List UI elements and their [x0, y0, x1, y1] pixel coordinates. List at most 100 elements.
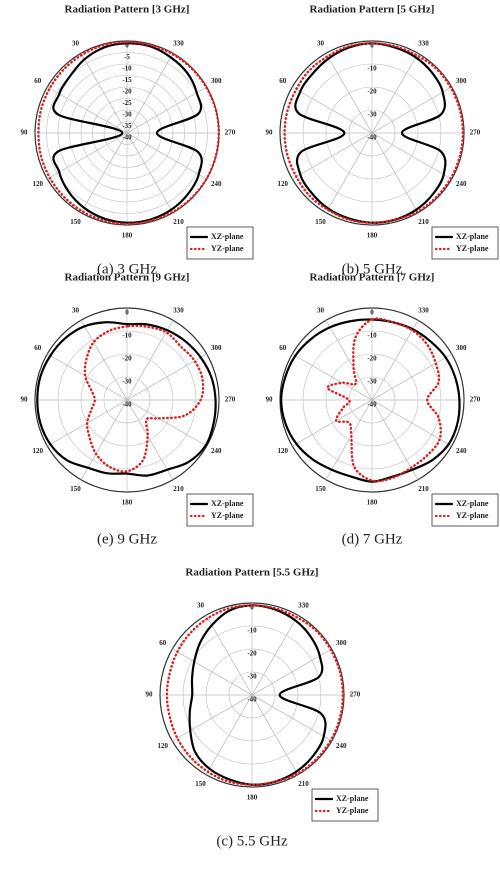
angle-tick-label: 60 [34, 77, 42, 85]
series-curve [83, 324, 205, 473]
r-tick-label: -20 [122, 355, 132, 363]
angle-tick-label: 150 [315, 218, 326, 226]
spoke [205, 615, 299, 775]
angle-tick-label: 270 [225, 396, 236, 404]
angle-tick-label: 30 [197, 601, 205, 609]
series-curve [280, 318, 461, 483]
angle-tick-label: 240 [456, 447, 467, 455]
angle-tick-label: 120 [33, 447, 44, 455]
angle-tick-label: 300 [211, 77, 222, 85]
angle-tick-label: 330 [418, 306, 429, 314]
angle-tick-label: 210 [173, 485, 184, 493]
angle-tick-label: 120 [278, 180, 289, 188]
r-tick-label: -20 [367, 355, 377, 363]
angle-tick-label: 180 [122, 232, 133, 240]
angle-tick-label: 240 [211, 447, 222, 455]
caption: (a) 3 GHz [97, 261, 157, 277]
angle-tick-label: 270 [225, 129, 236, 137]
angle-tick-label: 90 [266, 396, 274, 404]
angle-tick-label: 30 [317, 39, 325, 47]
angle-tick-label: 30 [72, 306, 80, 314]
spoke [325, 320, 419, 480]
series-curve [52, 42, 203, 224]
angle-tick-label: 240 [456, 180, 467, 188]
r-tick-label: -40 [367, 401, 377, 409]
r-tick-label: -20 [247, 650, 257, 658]
angle-tick-label: 90 [266, 129, 274, 137]
series-curve [326, 317, 442, 483]
angle-tick-label: 300 [456, 77, 467, 85]
r-tick-label: -40 [122, 401, 132, 409]
caption: (d) 7 GHz [342, 531, 403, 547]
r-tick-label: -10 [122, 332, 132, 340]
r-tick-label: 0 [370, 309, 374, 317]
r-tick-label: -40 [122, 134, 132, 142]
angle-tick-label: 60 [279, 344, 287, 352]
legend-label: YZ-plane [211, 511, 244, 520]
angle-tick-label: 300 [211, 344, 222, 352]
angle-tick-label: 150 [315, 485, 326, 493]
angle-tick-label: 60 [34, 344, 42, 352]
legend-label: YZ-plane [211, 244, 244, 253]
r-tick-label: -10 [122, 65, 132, 73]
angle-tick-label: 90 [21, 129, 29, 137]
angle-tick-label: 300 [456, 344, 467, 352]
legend-label: XZ-plane [211, 232, 244, 241]
r-tick-label: -20 [122, 88, 132, 96]
angle-tick-label: 330 [418, 39, 429, 47]
angle-tick-label: 30 [72, 39, 80, 47]
angle-tick-label: 210 [173, 218, 184, 226]
angle-tick-label: 210 [418, 485, 429, 493]
r-tick-label: -10 [247, 627, 257, 635]
r-tick-label: -15 [122, 76, 132, 84]
r-tick-label: 0 [370, 42, 374, 50]
legend-box [186, 493, 254, 527]
r-tick-label: -20 [367, 88, 377, 96]
series-curve [37, 40, 220, 226]
polar-chart: Radiation Pattern [5.5 GHz] (c) 5.5 GHz 30… [146, 567, 379, 849]
series-curve [283, 42, 465, 224]
angle-tick-label: 270 [470, 129, 481, 137]
angle-tick-label: 180 [122, 499, 133, 507]
angle-tick-label: 150 [70, 218, 81, 226]
angle-tick-label: 120 [158, 742, 169, 750]
polar-chart: Radiation Pattern [9 GHz] (e) 9 GHz 30 60 90… [21, 272, 254, 547]
caption: (e) 9 GHz [97, 531, 157, 547]
angle-tick-label: 30 [317, 306, 325, 314]
r-tick-label: -30 [367, 111, 377, 119]
legend-box [186, 226, 254, 260]
spoke [80, 53, 174, 213]
angle-tick-label: 240 [211, 180, 222, 188]
angle-tick-label: 270 [350, 691, 361, 699]
series-curve [36, 321, 217, 477]
r-tick-label: -40 [367, 134, 377, 142]
angle-tick-label: 330 [173, 306, 184, 314]
chart-title: Radiation Pattern [5 GHz] [310, 4, 435, 16]
angle-tick-label: 60 [159, 639, 167, 647]
r-tick-label: -30 [122, 378, 132, 386]
series-curve [188, 604, 327, 786]
series-curve [165, 604, 345, 786]
r-tick-label: -30 [367, 378, 377, 386]
r-tick-label: 0 [250, 604, 254, 612]
polar-chart: Radiation Pattern [7 GHz] (d) 7 GHz 30 60 90… [266, 272, 499, 547]
angle-tick-label: 210 [298, 780, 309, 788]
angle-tick-label: 240 [336, 742, 347, 750]
caption: (c) 5.5 GHz [216, 833, 288, 849]
r-tick-label: -5 [124, 53, 130, 61]
r-tick-label: -30 [247, 673, 257, 681]
angle-tick-label: 180 [247, 794, 258, 802]
r-tick-label: -25 [122, 99, 132, 107]
r-tick-label: -40 [247, 696, 257, 704]
legend-box [431, 493, 499, 527]
legend-label: YZ-plane [456, 511, 489, 520]
legend-label: XZ-plane [211, 499, 244, 508]
polar-chart: Radiation Pattern [3 GHz] (a) 3 GHz 30 60 90… [21, 4, 254, 277]
angle-tick-label: 150 [70, 485, 81, 493]
angle-tick-label: 210 [418, 218, 429, 226]
r-tick-label: -10 [367, 332, 377, 340]
chart-title: Radiation Pattern [3 GHz] [65, 4, 190, 16]
angle-tick-label: 90 [146, 691, 154, 699]
r-tick-label: -35 [122, 122, 132, 130]
